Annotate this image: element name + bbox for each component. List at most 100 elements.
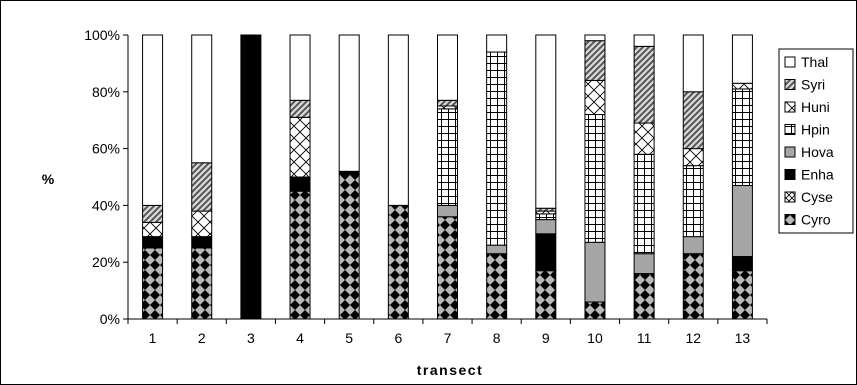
legend-swatch xyxy=(784,214,796,225)
bar-segment-thal-4 xyxy=(289,34,311,101)
bar-segment-enha-9 xyxy=(535,233,557,272)
legend-label: Hova xyxy=(801,144,834,160)
bar-segment-cyro-1 xyxy=(142,247,164,320)
y-tick-label: 20% xyxy=(92,254,120,270)
x-tick-label: 2 xyxy=(198,330,206,346)
bar-segment-syri-7 xyxy=(437,99,458,107)
bar-segment-thal-12 xyxy=(682,34,704,93)
legend-label: Huni xyxy=(801,99,830,115)
y-tick-label: 80% xyxy=(92,84,120,100)
bar-segment-hpin-12 xyxy=(682,165,704,238)
bar-stack-11 xyxy=(633,34,655,320)
bar-segment-syri-1 xyxy=(142,204,164,223)
bar-segment-huni-1 xyxy=(142,221,164,238)
x-axis: 1 2 3 4 5 6 7 8 9 10 11 12 13 xyxy=(127,318,768,346)
bar-segment-hova-7 xyxy=(437,204,458,218)
bar-segment-thal-5 xyxy=(338,34,360,172)
bar-stack-4 xyxy=(289,34,311,320)
legend-swatch xyxy=(784,146,796,158)
legend-item-cyro: Cyro xyxy=(784,212,831,228)
x-tick-label: 10 xyxy=(587,330,603,346)
bar-segment-thal-8 xyxy=(486,34,508,53)
x-tick-label: 1 xyxy=(149,330,157,346)
bar-segment-huni-13 xyxy=(731,82,753,90)
bar-segment-thal-6 xyxy=(387,34,409,206)
bar-segment-hpin-9 xyxy=(535,213,557,221)
legend-item-huni: Huni xyxy=(784,99,830,115)
legend-item-enha: Enha xyxy=(784,167,834,183)
y-tick-label: 60% xyxy=(92,141,120,157)
bar-segment-hova-10 xyxy=(584,241,606,303)
legend-swatch xyxy=(784,79,796,90)
legend-label: Syri xyxy=(801,77,825,93)
bar-segment-huni-4 xyxy=(289,116,311,178)
x-tick-label: 3 xyxy=(247,330,255,346)
bar-segment-syri-11 xyxy=(633,45,655,124)
bar-segment-hpin-8 xyxy=(486,51,508,246)
bar-stack-6 xyxy=(387,34,409,320)
bar-segment-hpin-7 xyxy=(437,108,458,206)
x-axis-title: transect xyxy=(417,362,483,378)
bar-segment-hpin-10 xyxy=(584,114,606,243)
bar-stack-2 xyxy=(191,34,213,320)
bar-segment-cyro-2 xyxy=(191,247,213,320)
bar-stack-5 xyxy=(338,34,360,320)
bar-segment-cyro-6 xyxy=(387,204,409,320)
bar-segment-thal-11 xyxy=(633,34,655,47)
bar-segment-cyro-12 xyxy=(682,253,704,320)
bar-segment-hova-12 xyxy=(682,236,704,255)
bar-segment-thal-2 xyxy=(191,34,213,164)
legend: Thal Syri Huni Hpin Hova Enha Cyse Cyro xyxy=(778,48,854,234)
bar-stack-1 xyxy=(142,34,164,320)
legend-item-hpin: Hpin xyxy=(784,122,830,138)
x-tick-label: 8 xyxy=(493,330,501,346)
bar-segment-enha-1 xyxy=(142,236,164,249)
legend-swatch xyxy=(784,56,796,68)
y-axis: 0% 20% 40% 60% 80% 100% xyxy=(84,27,129,327)
bar-stack-12 xyxy=(682,34,704,320)
bar-segment-syri-10 xyxy=(584,40,606,81)
legend-swatch xyxy=(784,101,796,113)
bar-segment-syri-12 xyxy=(682,91,704,150)
legend-item-hova: Hova xyxy=(784,144,834,160)
bar-segment-thal-10 xyxy=(584,34,606,42)
legend-label: Enha xyxy=(801,167,834,183)
x-tick-label: 9 xyxy=(542,330,550,346)
bar-segment-cyro-13 xyxy=(731,270,753,320)
bar-segment-enha-3 xyxy=(240,34,262,320)
bar-segment-enha-13 xyxy=(731,256,753,272)
bar-segment-huni-12 xyxy=(682,148,704,167)
plot-area xyxy=(142,34,753,320)
bar-stack-3 xyxy=(240,34,262,320)
y-tick-label: 0% xyxy=(100,311,120,327)
bar-stack-9 xyxy=(535,34,557,320)
x-tick-label: 7 xyxy=(444,330,452,346)
legend-label: Cyse xyxy=(801,189,833,205)
legend-swatch xyxy=(784,169,796,180)
bar-segment-cyro-8 xyxy=(486,253,508,320)
bar-segment-huni-11 xyxy=(633,122,655,155)
bar-segment-enha-2 xyxy=(191,236,213,249)
bar-segment-hova-13 xyxy=(731,185,753,258)
legend-label: Thal xyxy=(801,54,828,70)
y-axis-title: % xyxy=(42,171,55,187)
legend-swatch xyxy=(784,191,796,203)
bar-segment-syri-4 xyxy=(289,99,311,118)
x-tick-label: 11 xyxy=(637,330,652,346)
bar-segment-syri-2 xyxy=(191,162,213,212)
x-tick-label: 12 xyxy=(685,330,701,346)
bar-stack-7 xyxy=(437,34,458,320)
legend-item-cyse: Cyse xyxy=(784,189,833,205)
bar-segment-huni-2 xyxy=(191,210,213,238)
bar-stack-8 xyxy=(486,34,508,320)
bar-segment-cyro-7 xyxy=(437,216,458,320)
bar-segment-hpin-11 xyxy=(633,153,655,255)
x-tick-label: 13 xyxy=(735,330,751,346)
bar-segment-thal-7 xyxy=(437,34,458,101)
bar-segment-cyro-9 xyxy=(535,270,557,320)
x-tick-label: 5 xyxy=(345,330,353,346)
bar-segment-hpin-13 xyxy=(731,88,753,187)
bar-segment-thal-9 xyxy=(535,34,557,209)
